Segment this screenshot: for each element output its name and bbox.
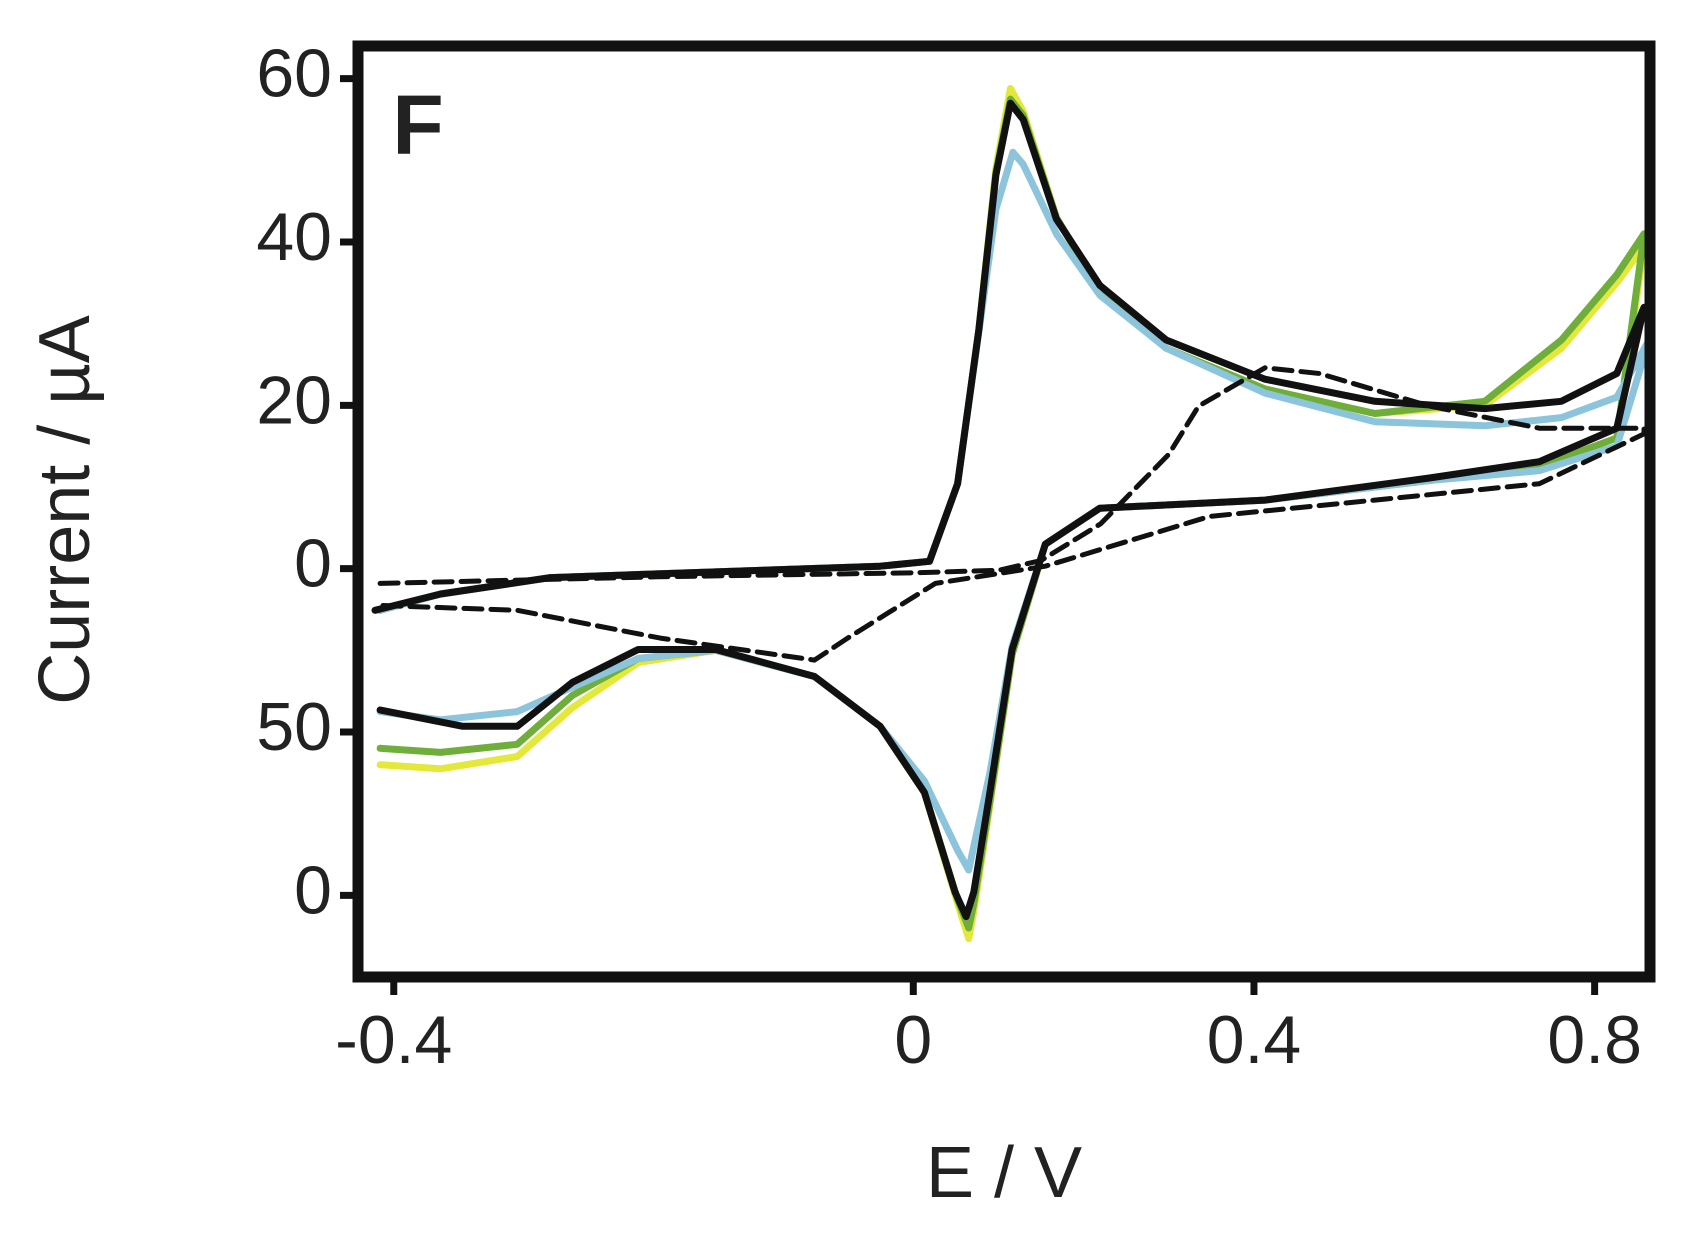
y-tick-label: 20 bbox=[256, 362, 332, 438]
x-tick-label: -0.4 bbox=[335, 1002, 452, 1078]
cv-curve bbox=[371, 99, 1648, 921]
panel-label: F bbox=[392, 78, 443, 172]
y-tick-label: 50 bbox=[256, 689, 332, 765]
plot-frame bbox=[352, 40, 1656, 983]
cv-curve bbox=[377, 365, 1647, 663]
x-tick-label: 0.8 bbox=[1547, 1002, 1642, 1078]
y-tick-label: 0 bbox=[294, 526, 332, 602]
y-tick-label: 40 bbox=[256, 199, 332, 275]
cv-curve bbox=[376, 85, 1648, 943]
cv-curve bbox=[376, 148, 1653, 874]
y-tick-label: 60 bbox=[256, 36, 332, 112]
x-tick-label: 0.4 bbox=[1207, 1002, 1302, 1078]
x-axis-label: E / V bbox=[926, 1133, 1082, 1213]
cv-curve bbox=[376, 95, 1648, 932]
y-tick-label: 0 bbox=[294, 852, 332, 928]
y-axis-label: Current / µA bbox=[25, 315, 105, 705]
x-tick-label: 0 bbox=[894, 1002, 932, 1078]
